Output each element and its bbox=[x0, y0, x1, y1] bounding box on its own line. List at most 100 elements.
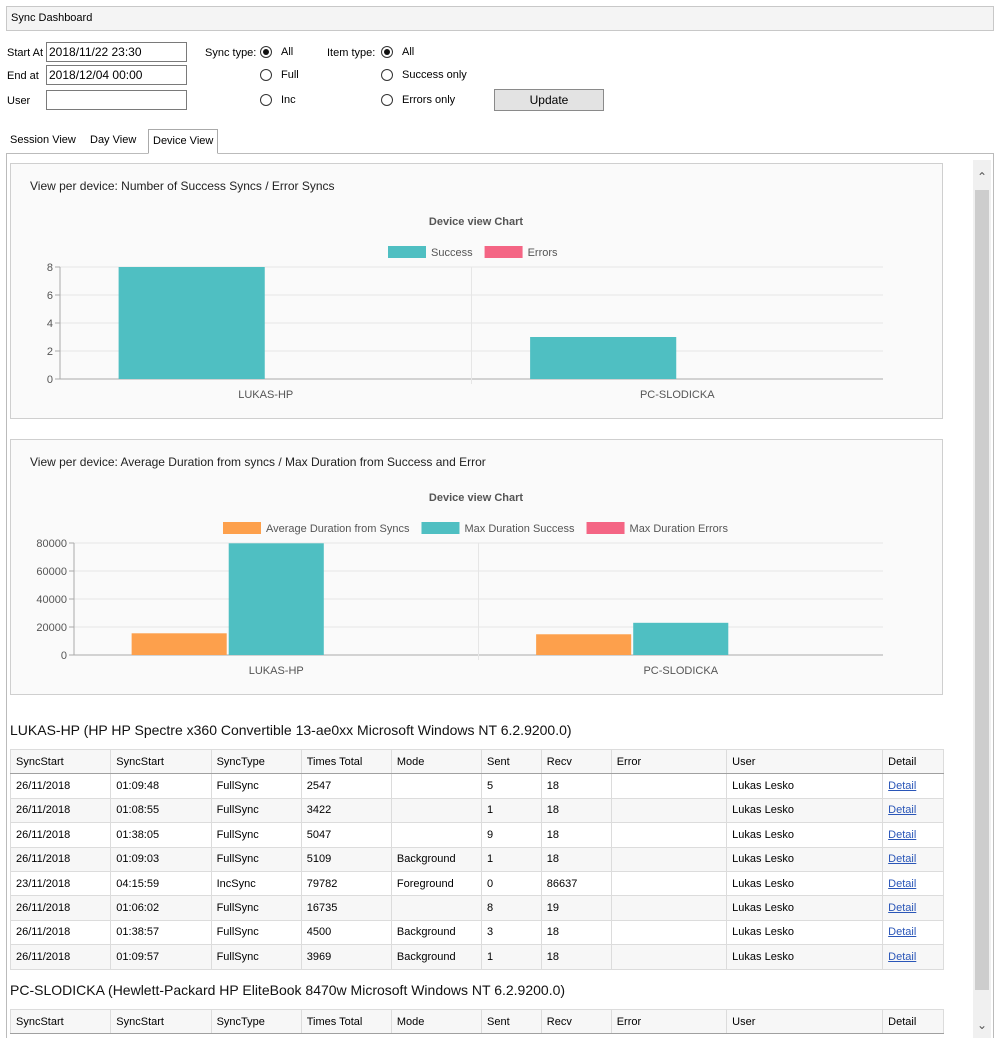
x-tick-label: LUKAS-HP bbox=[249, 665, 304, 677]
scrollbar-thumb[interactable] bbox=[975, 190, 989, 990]
column-header[interactable]: Error bbox=[610, 748, 728, 775]
table-cell: 18 bbox=[540, 773, 612, 799]
tab-day-view[interactable]: Day View bbox=[90, 134, 137, 146]
device-title-lukas-hp: LUKAS-HP (HP HP Spectre x360 Convertible… bbox=[10, 722, 572, 738]
item-type-success-radio[interactable]: Success only bbox=[381, 69, 467, 81]
table-cell: 18 bbox=[540, 797, 612, 824]
chart-panel-syncs-title: View per device: Number of Success Syncs… bbox=[30, 179, 335, 193]
radio-empty-icon bbox=[260, 94, 272, 106]
column-header[interactable]: SyncStart bbox=[110, 1008, 212, 1035]
table-cell: 26/11/2018 bbox=[9, 846, 112, 872]
column-header[interactable]: Sent bbox=[481, 1008, 542, 1035]
detail-link[interactable]: Detail bbox=[888, 902, 917, 915]
legend-label[interactable]: Max Duration Success bbox=[464, 523, 575, 535]
end-at-input[interactable]: 2018/12/04 00:00 bbox=[46, 65, 187, 85]
table-cell: 5047 bbox=[300, 822, 392, 848]
chart-panel-durations-title: View per device: Average Duration from s… bbox=[30, 455, 486, 469]
sync-type-inc-radio[interactable]: Inc bbox=[260, 94, 296, 106]
sync-type-full-radio[interactable]: Full bbox=[260, 69, 299, 81]
x-tick-label: LUKAS-HP bbox=[238, 389, 293, 401]
bar[interactable] bbox=[633, 622, 729, 655]
column-header[interactable]: SyncType bbox=[210, 748, 302, 775]
bar[interactable] bbox=[530, 337, 677, 379]
table-cell: 8 bbox=[481, 895, 542, 921]
table-cell[interactable]: Detail bbox=[882, 822, 944, 848]
user-input[interactable] bbox=[46, 90, 187, 110]
table-cell: 01:09:03 bbox=[110, 846, 212, 872]
chevron-down-icon[interactable]: ⌄ bbox=[976, 1018, 988, 1032]
x-tick-label: PC-SLODICKA bbox=[643, 665, 718, 677]
column-header[interactable]: Recv bbox=[540, 1008, 612, 1035]
bar[interactable] bbox=[118, 267, 265, 379]
detail-link[interactable]: Detail bbox=[888, 853, 917, 866]
table-cell: Background bbox=[390, 944, 483, 970]
item-type-errors-radio[interactable]: Errors only bbox=[381, 94, 455, 106]
table-cell: Lukas Lesko bbox=[726, 944, 884, 970]
table-cell[interactable]: Detail bbox=[882, 870, 944, 897]
column-header[interactable]: Recv bbox=[540, 748, 612, 775]
detail-link[interactable]: Detail bbox=[888, 780, 917, 793]
legend-label[interactable]: Success bbox=[431, 247, 473, 259]
column-header[interactable]: User bbox=[726, 748, 884, 775]
item-type-all-radio[interactable]: All bbox=[381, 46, 414, 58]
column-header[interactable]: Sent bbox=[481, 748, 542, 775]
bar[interactable] bbox=[536, 634, 632, 655]
chart-title: Device view Chart bbox=[429, 216, 523, 228]
table-cell: 1 bbox=[481, 944, 542, 970]
column-header[interactable]: SyncStart bbox=[9, 1008, 112, 1035]
table-cell[interactable]: Detail bbox=[882, 797, 944, 824]
radio-selected-icon bbox=[381, 46, 393, 58]
column-header[interactable]: Detail bbox=[882, 1008, 944, 1035]
update-button[interactable]: Update bbox=[494, 89, 604, 111]
legend-label[interactable]: Max Duration Errors bbox=[630, 523, 729, 535]
tab-device-view[interactable]: Device View bbox=[148, 129, 219, 154]
radio-empty-icon bbox=[381, 94, 393, 106]
column-header[interactable]: SyncStart bbox=[9, 748, 112, 775]
detail-link[interactable]: Detail bbox=[888, 926, 917, 939]
start-at-input[interactable]: 2018/11/22 23:30 bbox=[46, 42, 187, 62]
table-cell bbox=[390, 895, 483, 921]
column-header[interactable]: Error bbox=[610, 1008, 728, 1035]
window-title: Sync Dashboard bbox=[6, 6, 994, 31]
table-row: 26/11/2018 01:38:05 FullSync 5047 9 18 Lukas L… bbox=[9, 822, 944, 848]
bar[interactable] bbox=[228, 543, 324, 655]
table-cell: 2547 bbox=[300, 773, 392, 799]
legend-label[interactable]: Errors bbox=[528, 247, 558, 259]
table-cell: Background bbox=[390, 846, 483, 872]
column-header[interactable]: SyncStart bbox=[110, 748, 212, 775]
table-cell: Foreground bbox=[390, 870, 483, 897]
table-cell[interactable]: Detail bbox=[882, 944, 944, 970]
y-tick-label: 0 bbox=[47, 374, 53, 386]
table-cell: 26/11/2018 bbox=[9, 822, 112, 848]
detail-link[interactable]: Detail bbox=[888, 828, 917, 841]
vertical-scrollbar[interactable]: ⌃ ⌄ bbox=[973, 160, 991, 1038]
detail-link[interactable]: Detail bbox=[888, 804, 917, 817]
column-header[interactable]: Mode bbox=[390, 1008, 483, 1035]
table-cell[interactable]: Detail bbox=[882, 895, 944, 921]
table-cell: 01:38:05 bbox=[110, 822, 212, 848]
table-cell: Lukas Lesko bbox=[726, 822, 884, 848]
table-cell: 18 bbox=[540, 944, 612, 970]
bar[interactable] bbox=[131, 633, 227, 655]
table-cell: 18 bbox=[540, 846, 612, 872]
column-header[interactable]: Detail bbox=[882, 748, 944, 775]
table-cell: 26/11/2018 bbox=[9, 895, 112, 921]
table-cell[interactable]: Detail bbox=[882, 846, 944, 872]
table-cell: 1 bbox=[481, 797, 542, 824]
table-header-row: SyncStart SyncStart SyncType Times Total Mod… bbox=[9, 1008, 944, 1035]
column-header[interactable]: Times Total bbox=[300, 748, 392, 775]
table-cell[interactable]: Detail bbox=[882, 773, 944, 799]
table-cell[interactable]: Detail bbox=[882, 919, 944, 946]
column-header[interactable]: Times Total bbox=[300, 1008, 392, 1035]
legend-swatch bbox=[484, 246, 523, 258]
sync-type-all-radio[interactable]: All bbox=[260, 46, 293, 58]
tab-session-view[interactable]: Session View bbox=[10, 134, 76, 146]
column-header[interactable]: User bbox=[726, 1008, 884, 1035]
detail-link[interactable]: Detail bbox=[888, 877, 917, 890]
detail-link[interactable]: Detail bbox=[888, 950, 917, 963]
table-cell bbox=[610, 773, 728, 799]
column-header[interactable]: SyncType bbox=[210, 1008, 302, 1035]
column-header[interactable]: Mode bbox=[390, 748, 483, 775]
chevron-up-icon[interactable]: ⌃ bbox=[976, 170, 988, 184]
legend-label[interactable]: Average Duration from Syncs bbox=[266, 523, 410, 535]
